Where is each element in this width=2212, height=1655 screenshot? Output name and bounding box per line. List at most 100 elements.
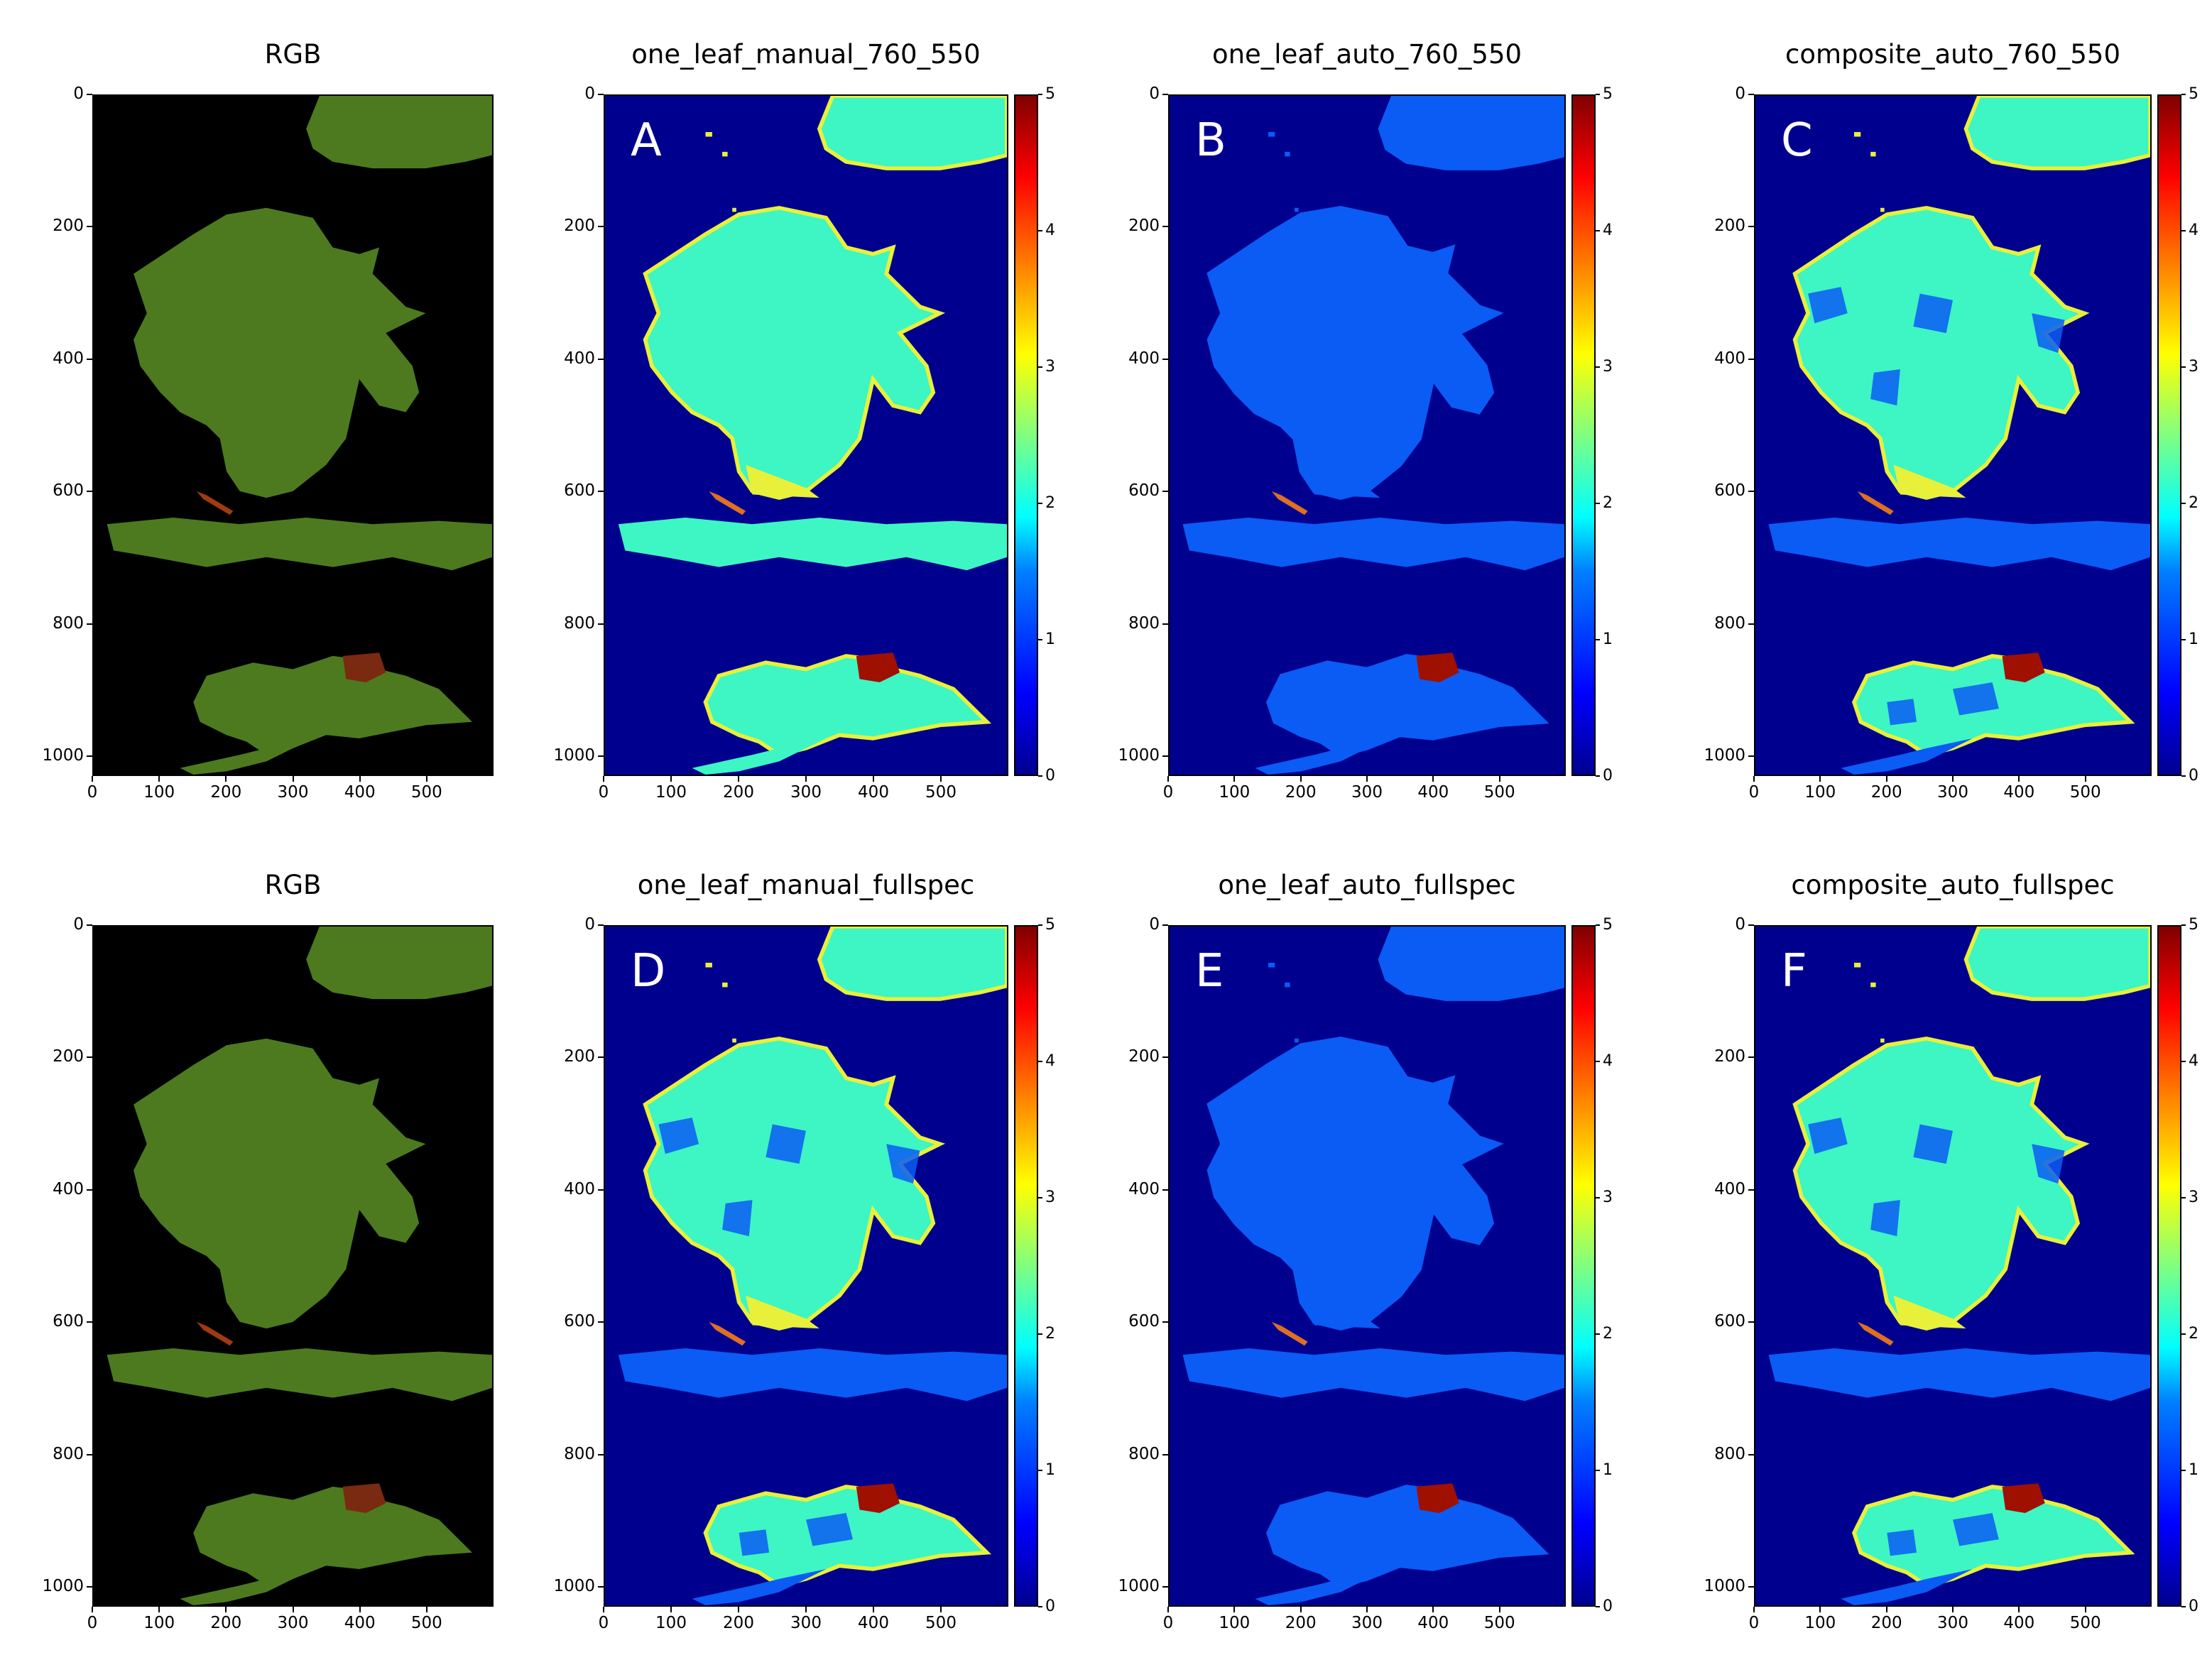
y-tick-label: 600 — [564, 1312, 595, 1331]
x-tick-label: 100 — [655, 783, 687, 802]
region-stem — [1841, 1568, 1973, 1605]
colorbar-tick-label: 2 — [2189, 1325, 2199, 1343]
y-tick-label: 800 — [1714, 613, 1745, 633]
leaf-damage — [342, 652, 386, 683]
x-tick-label: 0 — [87, 1614, 98, 1632]
region-leaf-tip — [746, 1295, 819, 1329]
image-canvas — [1170, 927, 1564, 1605]
y-tick-mark — [598, 924, 604, 926]
y-tick-label: 0 — [73, 915, 84, 934]
x-tick-label: 500 — [2069, 1614, 2101, 1632]
y-tick-mark — [1748, 358, 1754, 360]
y-tick-label: 1000 — [42, 746, 84, 765]
x-tick-mark — [1885, 1607, 1887, 1612]
y-tick-label: 200 — [564, 217, 595, 236]
y-tick-label: 600 — [1714, 1312, 1745, 1331]
x-tick-mark — [1819, 776, 1821, 782]
x-tick-label: 0 — [598, 783, 609, 802]
y-tick-mark — [1162, 94, 1168, 95]
x-tick-label: 0 — [598, 1614, 609, 1632]
region-red-patch — [1416, 1483, 1459, 1514]
image-plot-F — [1754, 925, 2152, 1607]
x-tick-mark — [92, 1607, 93, 1612]
y-tick-mark — [87, 491, 92, 493]
region-strip — [1182, 518, 1564, 571]
y-tick-mark — [598, 491, 604, 493]
x-tick-label: 400 — [1417, 783, 1449, 802]
region-topRight — [817, 927, 1007, 1001]
colorbar-tick-mark — [1038, 366, 1042, 368]
panel-letter-E: E — [1195, 945, 1224, 998]
y-tick-label: 0 — [1735, 915, 1745, 934]
x-tick-mark — [603, 776, 604, 782]
y-tick-mark — [1162, 924, 1168, 926]
colorbar-tick-mark — [1596, 366, 1600, 368]
x-tick-mark — [670, 776, 672, 782]
panel-title-rgb1: RGB — [264, 39, 322, 70]
y-tick-label: 200 — [53, 217, 84, 236]
y-tick-mark — [1162, 1453, 1168, 1455]
x-tick-mark — [1300, 1607, 1302, 1612]
y-tick-mark — [1162, 1586, 1168, 1588]
region-topRight — [1963, 927, 2150, 1001]
region-topRight — [817, 96, 1007, 170]
y-tick-mark — [1748, 1453, 1754, 1455]
region-variation — [658, 1118, 920, 1556]
x-tick-label: 300 — [790, 1614, 822, 1632]
colorbar-tick-mark — [1038, 503, 1042, 504]
leaf-damage — [342, 1483, 386, 1514]
y-tick-label: 600 — [53, 1312, 84, 1331]
colorbar-tick-label: 4 — [1603, 222, 1613, 239]
x-tick-mark — [2084, 776, 2086, 782]
image-canvas — [605, 96, 1007, 775]
colorbar-tick-mark — [1596, 1061, 1600, 1062]
colorbar-tick-mark — [1038, 1061, 1042, 1062]
region-strip — [1182, 1348, 1564, 1402]
x-tick-mark — [158, 776, 160, 782]
x-tick-label: 400 — [344, 783, 376, 802]
y-tick-label: 0 — [1149, 915, 1160, 934]
y-tick-mark — [87, 226, 92, 228]
region-stem — [692, 1568, 827, 1605]
colorbar-tick-mark — [2181, 1197, 2186, 1198]
colorbar-tick-mark — [1038, 775, 1042, 777]
colorbar-tick-label: 0 — [1603, 767, 1613, 785]
colorbar-tick-mark — [1038, 924, 1042, 926]
y-tick-label: 800 — [1128, 613, 1160, 633]
x-tick-label: 0 — [1162, 1614, 1174, 1632]
x-tick-label: 500 — [1483, 1614, 1515, 1632]
leaf-strip — [107, 518, 492, 571]
region-topRight — [1378, 96, 1564, 170]
y-tick-mark — [598, 1453, 604, 1455]
x-tick-label: 100 — [1804, 1614, 1836, 1632]
x-tick-mark — [225, 1607, 227, 1612]
x-tick-label: 400 — [2003, 783, 2035, 802]
y-tick-label: 800 — [564, 1444, 595, 1463]
colorbar-tick-mark — [2181, 1061, 2186, 1062]
x-tick-mark — [158, 1607, 160, 1612]
region-stem — [1255, 738, 1387, 775]
y-tick-label: 400 — [53, 349, 84, 368]
panel-letter-C: C — [1781, 114, 1813, 167]
colorbar-tick-label: 2 — [1045, 494, 1055, 512]
colorbar-tick-label: 1 — [1603, 630, 1613, 648]
region-leaf-tip — [1307, 464, 1380, 498]
x-tick-label: 400 — [344, 1614, 376, 1632]
panel-title-F: composite_auto_fullspec — [1791, 870, 2115, 900]
x-tick-label: 100 — [655, 1614, 687, 1632]
region-big — [1792, 1036, 2090, 1331]
x-tick-mark — [2018, 776, 2020, 782]
leaf-strip — [107, 1348, 492, 1402]
region-strip — [1768, 1348, 2150, 1402]
colorbar-tick-label: 1 — [1045, 630, 1055, 648]
y-tick-label: 0 — [73, 84, 84, 103]
colorbar-tick-mark — [2181, 775, 2186, 777]
y-tick-label: 600 — [1128, 481, 1160, 501]
y-tick-label: 1000 — [553, 1577, 595, 1596]
colorbar-tick-label: 0 — [1045, 767, 1055, 785]
colorbar-tick-label: 5 — [2189, 916, 2199, 934]
region-big — [1206, 205, 1504, 501]
colorbar-tick-label: 3 — [1045, 358, 1055, 376]
y-tick-label: 1000 — [553, 746, 595, 765]
region-bottom — [1265, 1485, 1549, 1588]
